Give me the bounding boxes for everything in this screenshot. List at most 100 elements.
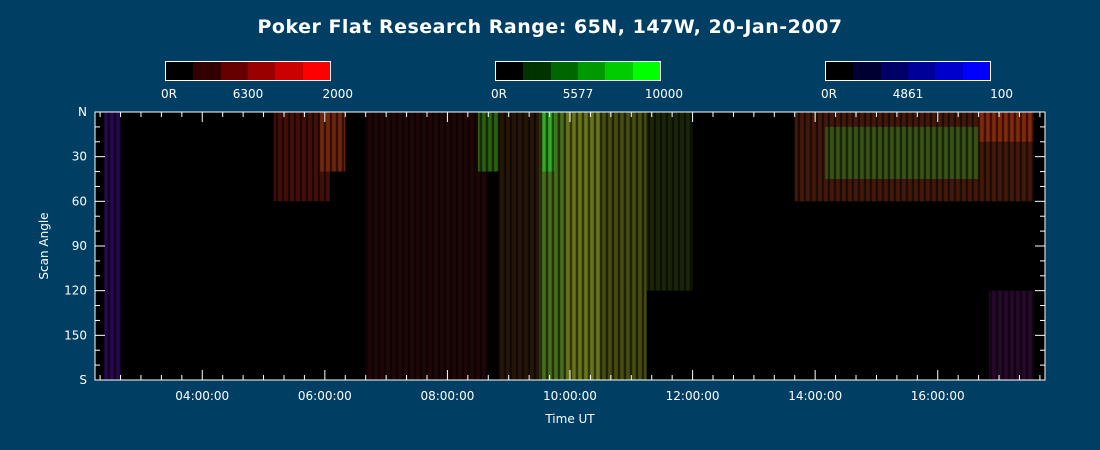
scan-gap (461, 112, 465, 380)
scan-gap (143, 112, 147, 380)
scan-gap (965, 112, 969, 380)
scan-gap (371, 112, 375, 380)
scan-gap (971, 112, 975, 380)
colorbar-swatch (220, 62, 248, 80)
scan-gap (983, 112, 987, 380)
scan-gap (173, 112, 177, 380)
scan-gap (515, 112, 519, 380)
x-tick-label: 08:00:00 (420, 389, 474, 403)
scan-gap (455, 112, 459, 380)
y-tick-label: 60 (72, 194, 87, 208)
x-tick-label: 04:00:00 (175, 389, 229, 403)
colorbar-swatch (907, 62, 936, 80)
scan-gap (977, 112, 981, 380)
colorbar-swatches (495, 61, 661, 81)
y-tick-label: N (78, 105, 87, 119)
scan-gap (911, 112, 915, 380)
scan-gap (647, 112, 651, 380)
scan-gap (1025, 112, 1029, 380)
x-tick-label: 10:00:00 (543, 389, 597, 403)
scan-gap (329, 112, 333, 380)
scan-gap (473, 112, 477, 380)
scan-gap (587, 112, 591, 380)
colorbar-min-label: 0R (821, 87, 837, 101)
scan-gap (755, 112, 759, 380)
colorbar-swatch (247, 62, 276, 80)
colorbar-wavelength-label: 6300 (232, 87, 264, 101)
scan-gap (737, 112, 741, 380)
chart-title: Poker Flat Research Range: 65N, 147W, 20… (257, 16, 843, 38)
scan-gap (269, 112, 273, 380)
intensity-region (978, 112, 1034, 142)
scan-gap (575, 112, 579, 380)
scan-gap (863, 112, 867, 380)
scan-gap (275, 112, 279, 380)
scan-gap (995, 112, 999, 380)
scan-gap (767, 112, 771, 380)
scan-gap (263, 112, 267, 380)
scan-gap (119, 112, 123, 380)
scan-gap (155, 112, 159, 380)
scan-gap (749, 112, 753, 380)
scan-gap (281, 112, 285, 380)
scan-gap (689, 112, 693, 380)
x-tick-label: 16:00:00 (911, 389, 965, 403)
colorbar-5577: 0R 5577 10000 (491, 61, 683, 101)
scan-gap (233, 112, 237, 380)
scan-gap (341, 112, 345, 380)
scan-gap (713, 112, 717, 380)
scan-gap (521, 112, 525, 380)
scan-gap (425, 112, 429, 380)
scan-gap (791, 112, 795, 380)
scan-gap (203, 112, 207, 380)
colorbar-swatch (632, 62, 660, 80)
scan-gap (1013, 112, 1017, 380)
colorbar-6300: 0R 6300 2000 (161, 61, 353, 101)
scan-gap (353, 112, 357, 380)
scan-gap (545, 112, 549, 380)
scan-gap (905, 112, 909, 380)
scan-gap (509, 112, 513, 380)
scan-gap (953, 112, 957, 380)
scan-gap (635, 112, 639, 380)
scan-gap (785, 112, 789, 380)
colorbar-swatch (605, 62, 633, 80)
colorbar-swatch (577, 62, 606, 80)
scan-gap (869, 112, 873, 380)
colorbar-swatch (962, 62, 990, 80)
colorbar-swatch (166, 62, 194, 80)
scan-gap (197, 112, 201, 380)
y-axis-title: Scan Angle (37, 212, 51, 279)
y-tick-label: S (79, 373, 87, 387)
scan-gap (245, 112, 249, 380)
scan-gap (665, 112, 669, 380)
scan-gap (857, 112, 861, 380)
scan-gap (431, 112, 435, 380)
scan-gap (941, 112, 945, 380)
scan-gap (875, 112, 879, 380)
scan-gap (623, 112, 627, 380)
scan-gap (161, 112, 165, 380)
scan-gap (959, 112, 963, 380)
x-tick-label: 12:00:00 (666, 389, 720, 403)
scan-gap (293, 112, 297, 380)
y-tick-label: 150 (64, 328, 87, 342)
intensity-region (319, 112, 346, 172)
scan-gap (563, 112, 567, 380)
colorbar-swatch (550, 62, 578, 80)
scan-gap (773, 112, 777, 380)
colorbar-swatch (193, 62, 221, 80)
scan-gap (359, 112, 363, 380)
scan-gap (179, 112, 183, 380)
scan-gap (1007, 112, 1011, 380)
scan-gap (413, 112, 417, 380)
scan-gap (833, 112, 837, 380)
scan-gap (311, 112, 315, 380)
scan-gap (185, 112, 189, 380)
scan-stripes (95, 112, 1045, 380)
scan-gap (539, 112, 543, 380)
scan-gap (815, 112, 819, 380)
scan-gap (557, 112, 561, 380)
scan-gap (593, 112, 597, 380)
